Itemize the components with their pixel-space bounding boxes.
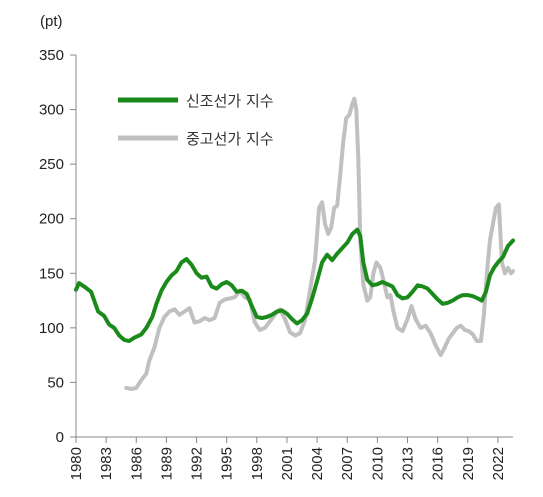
x-tick-label: 1989 [158,447,175,480]
y-axis: 0 50 100 150 200 250 300 350 [39,47,77,446]
series-line-new-ship [74,227,515,343]
series-line-used-ship [124,96,515,391]
x-tick-label: 1995 [219,447,236,480]
series-layer [74,96,515,391]
x-tick-label: 1992 [189,447,206,480]
x-tick-label: 1998 [249,447,266,480]
y-tick-label: 100 [39,320,64,337]
x-tick-label: 2004 [309,447,326,480]
y-unit-label: (pt) [40,13,63,30]
x-tick-label: 1986 [128,447,145,480]
legend-label-new-ship: 신조선가 지수 [186,92,274,110]
x-tick-label: 2010 [369,447,386,480]
x-tick-label: 1983 [98,447,115,480]
y-tick-label: 350 [39,47,64,64]
x-tick-label: 2022 [490,447,507,480]
x-tick-label: 2016 [430,447,447,480]
x-tick-label: 1980 [68,447,85,480]
y-tick-label: 300 [39,102,64,119]
y-tick-label: 200 [39,211,64,228]
x-tick-label: 2019 [460,447,477,480]
y-tick-label: 150 [39,265,64,282]
x-tick-label: 2001 [279,447,296,480]
y-tick-label: 50 [47,374,64,391]
legend-label-used-ship: 중고선가 지수 [186,130,274,148]
x-tick-label: 2007 [339,447,356,480]
x-axis: 1980 1983 1986 1989 1992 1995 1998 2001 2004 2007… [68,436,513,480]
x-tick-label: 2013 [400,447,417,480]
y-tick-label: 0 [56,429,64,446]
y-tick-label: 250 [39,156,64,173]
legend: 신조선가 지수 중고선가 지수 [118,92,274,148]
